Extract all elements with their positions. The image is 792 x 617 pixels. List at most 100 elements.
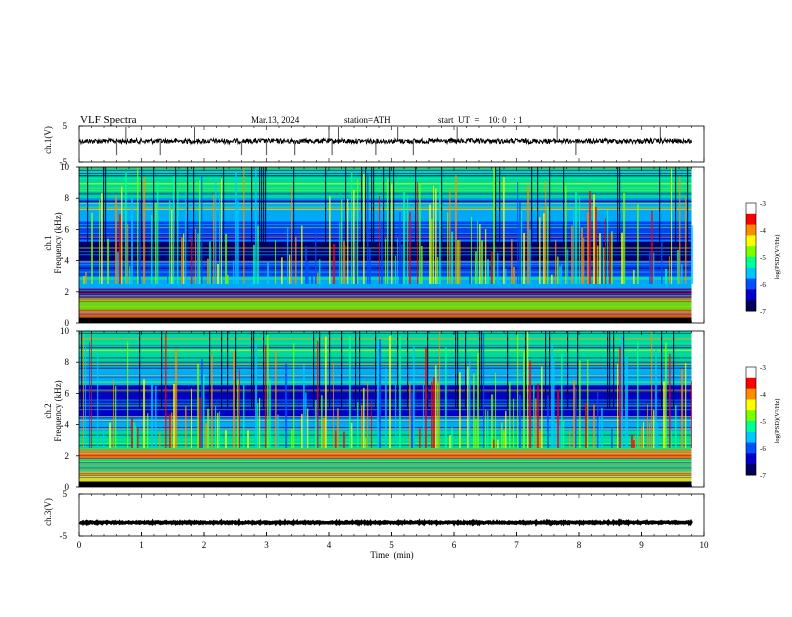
ch2-spectrogram-sferic [487,410,489,448]
ch1-spectrogram-quiet-streak [441,167,443,245]
ch2-spectrogram-sferic [599,417,601,448]
ch1-colorbar-tick: -3 [760,200,766,208]
ch1-spectrogram-quiet-streak [251,167,253,245]
ch2-spectrogram-quiet-streak [673,331,675,409]
ch1-spectrogram-sferic [435,188,437,284]
ch2-spectrogram-sferic [649,422,651,448]
ch2-channel-label: ch.2 [43,403,53,418]
ch1-spectrogram-sferic [433,186,435,284]
ch1-colorbar-segment [746,267,756,280]
ch1-spectrogram-sferic [611,231,613,284]
ch1-spectrogram-sferic [307,261,309,284]
ch1-spectrogram-sferic [391,184,393,284]
ch2-spectrogram-sferic [537,383,539,448]
ch1-spectrogram-sferic [317,272,319,284]
ch2-spectrogram-sferic [627,357,629,448]
ch1-spectrogram-quiet-streak [549,167,551,245]
ch1-spectrogram-sferic [225,233,228,284]
ch1-spectrogram-sferic [605,218,607,284]
ch2-spectrogram-sferic [647,404,649,448]
ch2-spectrogram-quiet-streak [525,331,527,409]
ch2-spectrogram-sferic [201,359,203,448]
ch1-spectrogram-texture-line [79,224,692,226]
ch1-spectrogram-quiet-streak [293,167,295,245]
time-axis-tick-label: 2 [202,540,207,550]
ch1-spectrogram-quiet-streak [393,167,395,245]
ch1-spectrogram-sferic [197,233,200,284]
ch1-waveform-ytick-label: -5 [60,157,68,167]
ch2-spectrogram-sferic [133,422,136,448]
ch1-spectrogram-sferic [475,251,477,284]
ch2-spectrogram-sferic [419,428,421,448]
ch1-spectrogram-sferic [679,176,681,284]
ch2-spectrogram-sferic [175,349,178,448]
ch2-spectrogram-sferic [547,395,549,448]
ch1-spectrogram-sferic [151,214,153,284]
ch1-spectrogram-sferic [101,193,103,284]
ch1-spectrogram-band [79,298,692,311]
ch2-spectrogram-panel: 0 2 4 6 8 10 [60,326,705,492]
ch1-waveform-panel: 5 -5 [60,121,705,167]
ch1-spectrogram-quiet-streak [415,167,417,245]
ch2-spectrogram-texture-line [79,455,692,456]
ch2-spectrogram-quiet-streak [613,331,615,409]
ch2-spectrogram-quiet-streak [465,331,467,409]
ch2-spectrogram-sferic [625,357,628,448]
ch2-spectrogram-sferic [337,408,339,448]
ch1-spectrogram-sferic [83,276,85,284]
ch2-spectrogram-texture-line [79,469,692,471]
ch2-spectrogram-sferic [685,362,687,448]
ch1-spectrogram-sferic [139,201,141,284]
ch1-frequency-ylabel: Frequency (kHz) [53,212,63,273]
ch2-spectrogram-quiet-streak [623,331,625,409]
ch1-spectrogram-quiet-streak [103,167,105,245]
ch2-spectrogram-sferic [477,353,479,448]
ch2-spectrogram-sferic [411,392,414,448]
ch1-spectrogram-sferic [347,199,349,284]
ch1-spectrogram-texture-line [79,237,692,239]
ch2-spectrogram-sferic [467,366,469,448]
ch2-spectrogram-sferic [691,380,693,448]
ch1-spectrogram-sferic [459,239,461,284]
ch2-spectrogram-texture-line [79,462,692,464]
ch2-spectrogram-sferic [147,413,149,448]
ch1-spectrogram-sferic [567,249,569,284]
station-label: station=ATH [344,115,391,125]
ch1-spectrogram-sferic [395,255,397,284]
ch1-spectrogram-quiet-streak [265,167,267,245]
ch2-spectrogram-texture-line [79,450,692,452]
ch2-spectrogram-sferic [593,404,595,448]
ch2-spectrogram-sferic [151,382,154,448]
ch2-spectrogram-sferic [83,333,85,448]
time-axis-tick-label: 1 [139,540,144,550]
ch1-spectrogram-sferic [183,233,185,284]
ch2-spectrogram-sferic [579,360,581,448]
ch2-spectrogram-sferic [171,412,173,448]
ch1-spectrogram-sferic [651,210,653,284]
ch1-spectrogram-texture-line [79,296,692,298]
ch1-colorbar-tick: -4 [760,227,766,235]
ch1-spectrogram-sferic [519,202,521,284]
ch1-spectrogram-texture-line [79,184,692,185]
ch1-spectrogram-sferic [227,274,229,284]
ch1-spectrogram-texture-line [79,194,692,195]
ch2-spectrogram-sferic [439,331,441,448]
ch1-spectrogram-sferic [291,186,293,284]
ch1-spectrogram-sferic [621,232,624,284]
ch1-spectrogram-quiet-streak [263,167,265,245]
ch1-spectrogram-sferic [253,244,256,284]
ch2-spectrogram-sferic [459,372,461,448]
ch1-spectrogram-texture-line [79,289,692,291]
ch1-spectrogram-sferic [471,216,473,284]
ch2-spectrogram-sferic [233,351,236,448]
ch1-spectrogram-sferic [85,272,87,284]
ch2-spectrogram-sferic [485,409,487,448]
ch1-spectrogram-texture-line [79,290,692,292]
ch1-spectrogram-sferic [637,204,639,284]
ch1-spectrogram-sferic [381,222,383,284]
ch2-spectrogram-sferic [653,409,655,448]
ch1-spectrogram-sferic [633,269,635,284]
ch2-spectrogram-sferic [619,346,621,448]
ch1-spectrogram-sferic [527,185,530,284]
